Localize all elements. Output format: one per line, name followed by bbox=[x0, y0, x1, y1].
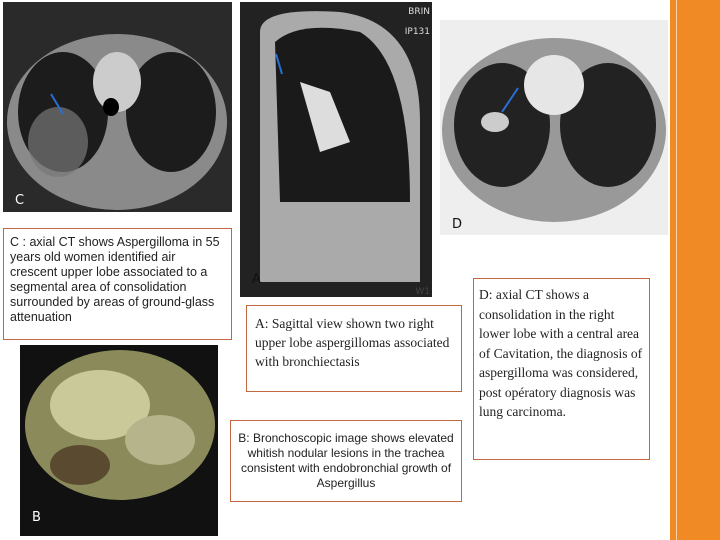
image-label: B bbox=[32, 510, 41, 525]
lung bbox=[126, 52, 216, 172]
consolidation bbox=[28, 107, 88, 177]
mucosa bbox=[50, 445, 110, 485]
ct-image-a: BRIN IP131 W1 A bbox=[240, 2, 432, 297]
nodule bbox=[50, 370, 150, 440]
stripe-line bbox=[676, 0, 677, 540]
ct-image-c: C bbox=[3, 2, 232, 212]
lesion bbox=[481, 112, 509, 132]
caption-a: A: Sagittal view shown two right upper l… bbox=[246, 305, 462, 392]
side-stripe bbox=[670, 0, 720, 540]
image-label: A bbox=[252, 272, 261, 287]
hilum bbox=[300, 82, 350, 152]
corner-text: BRIN bbox=[408, 7, 430, 17]
arrow bbox=[275, 53, 283, 75]
mediastinum bbox=[524, 55, 584, 115]
image-label: D bbox=[452, 217, 462, 232]
corner-text: IP131 bbox=[405, 27, 430, 37]
bronchoscopy-image-b: B bbox=[20, 345, 218, 536]
lung bbox=[560, 63, 656, 187]
mediastinum bbox=[93, 52, 141, 112]
ct-image-d: D bbox=[440, 20, 668, 235]
image-label: C bbox=[15, 193, 24, 208]
caption-c: C : axial CT shows Aspergilloma in 55 ye… bbox=[3, 228, 232, 340]
arrow bbox=[501, 87, 519, 113]
corner-text: W1 bbox=[415, 287, 430, 297]
arrow bbox=[50, 93, 64, 115]
caption-d: D: axial CT shows a consolidation in the… bbox=[473, 278, 650, 460]
nodule bbox=[125, 415, 195, 465]
lung bbox=[275, 27, 410, 202]
trachea bbox=[103, 98, 119, 116]
caption-b: B: Bronchoscopic image shows elevated wh… bbox=[230, 420, 462, 502]
